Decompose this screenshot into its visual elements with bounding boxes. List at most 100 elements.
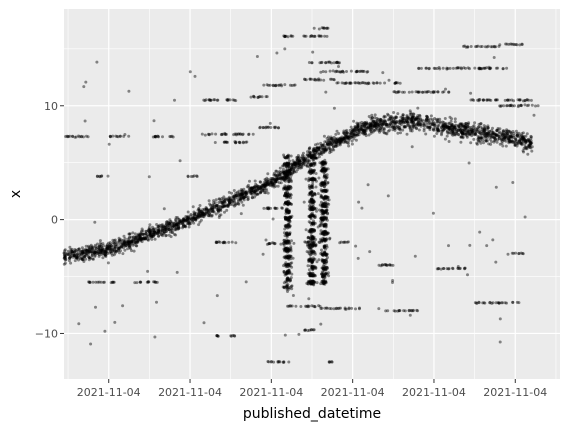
data-point xyxy=(461,136,465,140)
data-point xyxy=(258,126,262,130)
data-point xyxy=(432,122,436,126)
data-point xyxy=(85,253,89,257)
data-point xyxy=(476,44,480,48)
data-point xyxy=(67,253,71,257)
data-point xyxy=(405,120,409,123)
data-point xyxy=(335,69,338,73)
data-point xyxy=(456,128,460,132)
data-point xyxy=(317,146,321,150)
data-point xyxy=(261,188,265,192)
data-point xyxy=(184,218,188,222)
data-point xyxy=(176,216,180,220)
data-point xyxy=(122,239,126,243)
data-point xyxy=(321,70,325,73)
data-point xyxy=(447,90,451,94)
data-point xyxy=(483,131,487,135)
data-point xyxy=(285,263,288,267)
data-point xyxy=(158,223,162,227)
data-point xyxy=(410,114,414,118)
data-point xyxy=(127,240,130,244)
data-point xyxy=(153,135,157,139)
data-point xyxy=(91,257,95,261)
data-point xyxy=(512,140,516,144)
data-point xyxy=(341,137,345,141)
data-point xyxy=(190,216,194,220)
data-point xyxy=(127,89,131,93)
data-point xyxy=(264,126,268,130)
data-point xyxy=(369,130,373,134)
data-point xyxy=(339,140,343,144)
data-point xyxy=(328,236,332,240)
data-point xyxy=(373,125,376,129)
data-point xyxy=(107,142,111,146)
data-point xyxy=(298,159,301,163)
data-point xyxy=(383,119,387,123)
data-point xyxy=(438,120,442,124)
data-point xyxy=(124,244,128,248)
data-point xyxy=(96,242,99,246)
data-point xyxy=(151,225,154,229)
data-point xyxy=(435,267,439,271)
data-point xyxy=(498,317,502,321)
data-point xyxy=(287,174,290,178)
data-point xyxy=(319,152,323,156)
data-point xyxy=(459,140,463,144)
data-point xyxy=(324,90,328,94)
data-point xyxy=(267,242,271,246)
data-point xyxy=(323,169,327,173)
data-point xyxy=(104,250,108,254)
data-point xyxy=(81,251,85,255)
data-point xyxy=(221,200,225,204)
data-point xyxy=(324,174,328,178)
data-point xyxy=(447,131,451,135)
data-point xyxy=(173,98,176,102)
data-point xyxy=(473,132,476,136)
data-point xyxy=(370,113,374,117)
data-point xyxy=(528,146,532,149)
data-point xyxy=(502,139,506,142)
data-point xyxy=(66,252,70,256)
data-point xyxy=(126,240,130,244)
data-point xyxy=(121,238,125,242)
data-point xyxy=(417,128,421,132)
data-point xyxy=(404,118,408,122)
data-point xyxy=(277,360,281,364)
data-point xyxy=(452,126,456,129)
data-point xyxy=(461,128,465,132)
data-point xyxy=(212,98,216,102)
data-point xyxy=(359,124,363,128)
data-point xyxy=(77,247,81,251)
data-point xyxy=(319,149,323,153)
data-point xyxy=(216,204,220,207)
data-point xyxy=(274,84,278,88)
data-point xyxy=(225,197,228,201)
data-point xyxy=(95,60,99,64)
data-point xyxy=(494,185,498,189)
data-point xyxy=(342,137,346,141)
data-point xyxy=(504,134,508,138)
data-point xyxy=(318,224,322,227)
data-point xyxy=(356,125,360,129)
data-point xyxy=(251,189,255,193)
data-point xyxy=(459,122,463,126)
data-point xyxy=(296,162,300,166)
data-point xyxy=(218,197,222,201)
data-point xyxy=(323,145,327,149)
data-point xyxy=(523,98,527,102)
data-point xyxy=(108,241,112,245)
data-point xyxy=(381,123,385,127)
data-point xyxy=(326,60,330,64)
data-point xyxy=(322,210,326,214)
data-point xyxy=(193,218,197,222)
data-point xyxy=(103,329,107,333)
data-point xyxy=(215,294,219,298)
data-point xyxy=(324,247,328,251)
data-point xyxy=(345,141,349,145)
data-point xyxy=(442,127,446,131)
data-point xyxy=(230,240,234,244)
data-point xyxy=(488,137,492,141)
data-point xyxy=(162,230,166,234)
data-point xyxy=(282,270,286,273)
data-point xyxy=(294,161,297,164)
data-point xyxy=(225,203,229,207)
